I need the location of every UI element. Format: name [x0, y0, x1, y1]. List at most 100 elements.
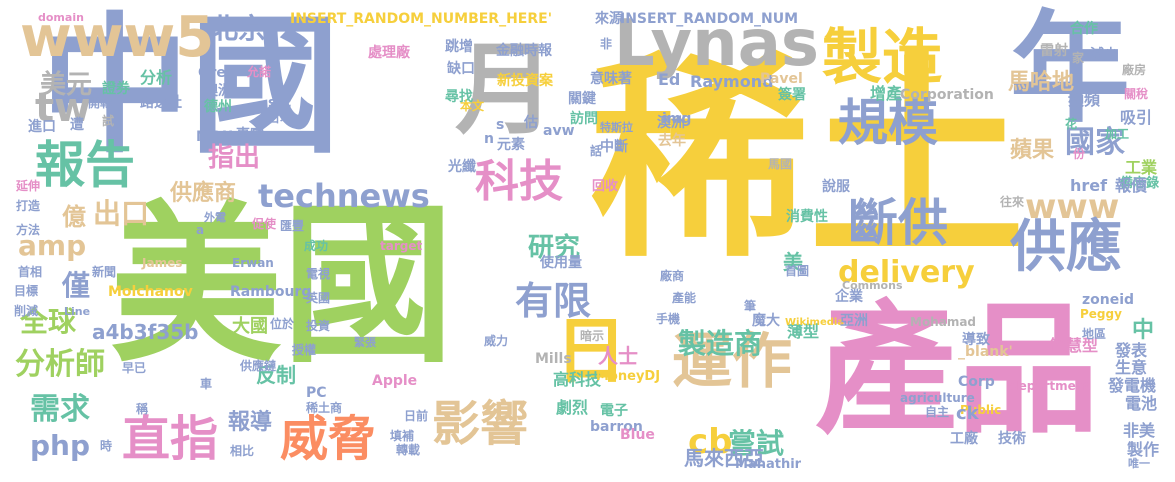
- cloud-word: 路透社: [140, 95, 182, 111]
- cloud-word: 製造商: [678, 327, 763, 360]
- cloud-word: 投資: [306, 319, 331, 333]
- cloud-word: Wikimedia: [785, 317, 845, 328]
- cloud-word: www5: [20, 5, 215, 70]
- cloud-word: 製作: [1127, 440, 1160, 459]
- cloud-word: 導致: [962, 332, 990, 348]
- cloud-word: 國家: [1065, 125, 1125, 160]
- cloud-word: 特斯拉: [600, 121, 633, 134]
- cloud-word: technews: [258, 177, 430, 215]
- cloud-word: 英國: [306, 291, 331, 305]
- cloud-word: 月: [455, 31, 555, 148]
- cloud-word: domain: [38, 11, 84, 24]
- cloud-word: 匯豐: [280, 219, 305, 233]
- cloud-word: 手機: [656, 312, 681, 326]
- cloud-word: 遭: [70, 117, 84, 133]
- cloud-word: Blue: [620, 427, 655, 443]
- cloud-word: Line: [64, 305, 91, 318]
- cloud-word: 首相: [18, 265, 43, 279]
- cloud-word: 指出: [208, 143, 261, 173]
- cloud-word: 廠房: [1122, 63, 1147, 77]
- cloud-word: 企業: [835, 289, 863, 305]
- cloud-word: 缺口: [447, 61, 475, 77]
- cloud-word: 馬來西亞: [684, 446, 764, 470]
- cloud-word: 車: [200, 377, 213, 391]
- cloud-word: ck: [956, 403, 979, 424]
- cloud-word: Rambourg: [230, 284, 312, 300]
- cloud-word: n: [484, 131, 494, 147]
- cloud-word: 出口: [93, 197, 150, 230]
- cloud-word: 外電: [204, 211, 226, 224]
- cloud-word: 發表: [1115, 341, 1148, 360]
- cloud-word: 尋找: [445, 89, 473, 105]
- cloud-word: 影響: [432, 396, 529, 452]
- cloud-word: 元素: [497, 137, 525, 153]
- cloud-word: 中斷: [600, 139, 628, 155]
- cloud-word: 威脅: [280, 411, 377, 467]
- cloud-word: PC: [306, 385, 327, 401]
- cloud-word: 產能: [672, 291, 697, 305]
- cloud-word: 馬哈地: [1008, 70, 1075, 95]
- cloud-word: 運作: [672, 327, 792, 397]
- cloud-word: 人士: [598, 344, 638, 368]
- cloud-word: 金融時報: [496, 43, 552, 59]
- cloud-word: 澳洲: [657, 115, 685, 131]
- cloud-word: 美: [783, 250, 803, 274]
- cloud-word: 供應鏈: [240, 359, 277, 373]
- cloud-word: 減少: [1090, 47, 1118, 63]
- cloud-word: 報導: [228, 410, 273, 435]
- cloud-word: 中: [1132, 318, 1155, 343]
- cloud-word: 供應: [1010, 215, 1122, 280]
- cloud-word: 反制: [256, 363, 296, 387]
- cloud-word: Apple: [372, 373, 418, 389]
- cloud-word: INSERT_RANDOM_NUM: [620, 11, 799, 27]
- cloud-word: 僅: [62, 269, 91, 302]
- cloud-word: 早已: [122, 361, 147, 375]
- cloud-word: 分析師: [15, 347, 105, 382]
- cloud-word: 技術: [998, 431, 1026, 447]
- cloud-word: 美元: [40, 70, 93, 100]
- cloud-word: INSERT_RANDOM_NUMBER_HERE': [290, 11, 553, 27]
- cloud-word: 訪問: [570, 111, 598, 127]
- cloud-word: 供應商: [170, 181, 237, 206]
- cloud-word: 延伸: [16, 179, 41, 193]
- cloud-word: 澳洲: [204, 83, 232, 99]
- cloud-word: 成功: [304, 239, 329, 253]
- cloud-word: 電視: [306, 267, 331, 281]
- cloud-word: 跳增: [445, 39, 473, 55]
- cloud-word: 相比: [230, 444, 255, 458]
- cloud-word: 科技: [475, 156, 563, 207]
- cloud-word: 吸引: [1120, 108, 1153, 127]
- cloud-word: Peggy: [1080, 307, 1122, 321]
- cloud-word: MoneyDJ: [596, 369, 661, 384]
- cloud-word: 德州: [204, 99, 232, 115]
- cloud-word: 日: [555, 309, 628, 393]
- cloud-word: 魔大: [752, 313, 780, 329]
- cloud-word: 進口: [28, 119, 56, 135]
- cloud-word: barron: [590, 419, 643, 435]
- cloud-word: 方法: [16, 223, 41, 237]
- cloud-word: 簽署: [778, 87, 806, 103]
- cloud-word: 非美: [1123, 421, 1156, 440]
- cloud-word: 需求: [30, 392, 90, 427]
- cloud-word: 估: [524, 115, 538, 131]
- cloud-word: cb: [688, 422, 733, 462]
- cloud-word: delivery: [838, 255, 975, 290]
- cloud-word: 直指: [122, 411, 219, 467]
- cloud-word: 試: [102, 114, 115, 128]
- cloud-word: 廠商: [660, 269, 685, 283]
- cloud-word: 話: [590, 144, 603, 158]
- cloud-word: 打造: [16, 199, 41, 213]
- cloud-word: Ed: [658, 70, 681, 89]
- cloud-word: 關稅: [1124, 87, 1149, 101]
- cloud-word: 工廠: [950, 431, 978, 447]
- cloud-word: 意味著: [590, 71, 632, 87]
- cloud-word: 製造: [822, 23, 942, 93]
- cloud-word: 稱: [136, 402, 149, 416]
- cloud-word: 關鍵: [568, 91, 596, 107]
- cloud-word: 分析: [140, 68, 173, 87]
- cloud-word: 筆: [744, 299, 757, 313]
- cloud-word: 削減: [14, 304, 39, 318]
- cloud-word: Mills: [535, 351, 572, 367]
- cloud-word: 授權: [292, 343, 317, 357]
- cloud-word: 加工: [1105, 127, 1130, 141]
